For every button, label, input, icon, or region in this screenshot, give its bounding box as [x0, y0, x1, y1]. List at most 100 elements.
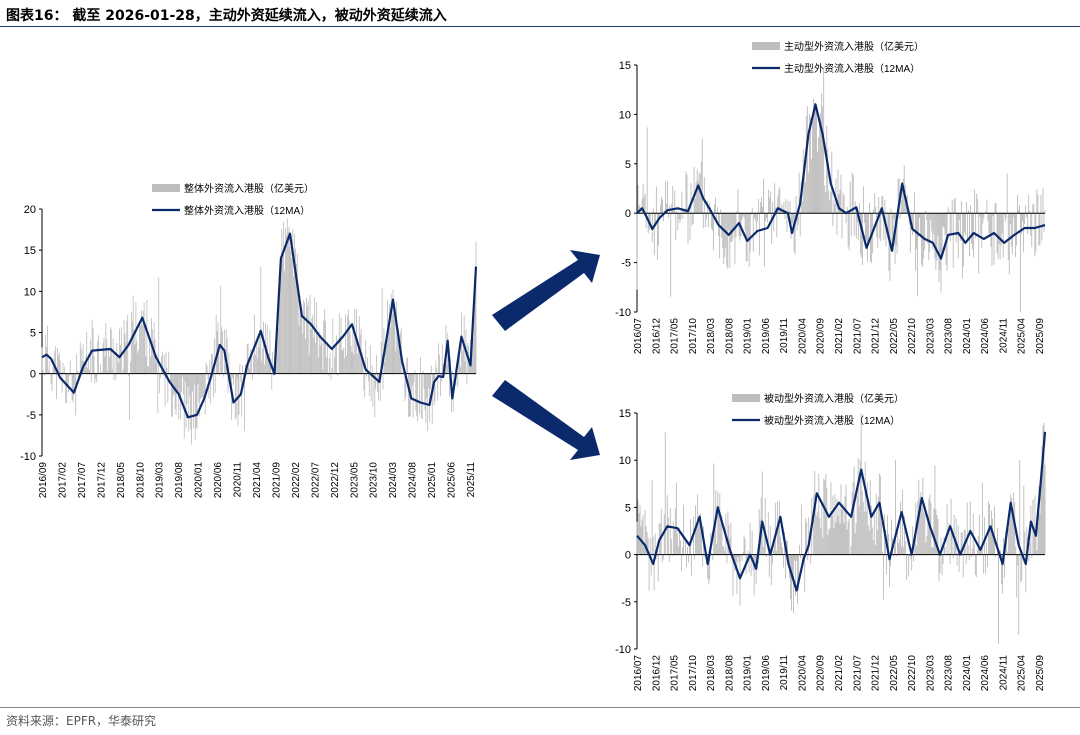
bar	[182, 373, 183, 377]
bar	[934, 213, 936, 259]
bar	[675, 482, 677, 555]
bar	[312, 314, 314, 374]
bar	[792, 554, 793, 579]
bar	[348, 320, 350, 374]
bar	[224, 365, 226, 374]
bar	[70, 373, 72, 376]
bar	[949, 554, 951, 564]
bar	[738, 554, 740, 563]
bar	[185, 373, 187, 429]
bar	[923, 213, 925, 259]
bar	[769, 525, 771, 555]
y-tick-label: 10	[619, 109, 631, 121]
legend-swatch-bar	[752, 42, 780, 50]
bar	[1007, 213, 1009, 261]
bar	[343, 347, 345, 374]
bar	[796, 554, 798, 562]
bar	[739, 554, 741, 606]
bar	[160, 373, 161, 378]
bar	[986, 199, 988, 214]
bar	[239, 363, 241, 374]
x-tick-label: 2022/07	[310, 462, 321, 499]
bar	[744, 538, 746, 555]
bar	[641, 519, 643, 555]
bar	[87, 367, 88, 374]
bar	[945, 554, 947, 556]
bar	[652, 536, 654, 555]
bar	[702, 213, 704, 229]
x-tick-label: 2021/04	[252, 462, 263, 499]
bar	[958, 554, 960, 573]
bar	[813, 494, 815, 555]
bar	[355, 339, 357, 374]
bar	[252, 373, 254, 380]
bar	[794, 213, 796, 255]
bar	[198, 373, 200, 403]
bar	[340, 317, 342, 374]
x-tick-label: 2020/11	[233, 462, 244, 498]
bar	[867, 213, 868, 262]
bar	[827, 534, 829, 555]
bar	[429, 373, 430, 422]
bar	[872, 540, 874, 555]
bar	[237, 373, 239, 427]
bar	[644, 509, 646, 555]
bar	[795, 196, 797, 214]
bar	[838, 194, 840, 214]
bar	[898, 542, 900, 555]
bar	[763, 178, 764, 214]
bar	[924, 213, 926, 250]
bar	[1022, 213, 1024, 222]
bar	[220, 285, 222, 374]
bar	[219, 373, 221, 376]
y-tick-label: -10	[615, 644, 631, 656]
bar	[762, 206, 763, 214]
bar	[804, 554, 806, 592]
x-tick-label: 2020/09	[816, 655, 827, 692]
bar	[269, 329, 271, 374]
bar	[921, 507, 923, 555]
bar	[471, 332, 473, 374]
bar	[791, 213, 793, 224]
bar	[385, 349, 387, 374]
bar	[961, 532, 963, 555]
bar	[846, 529, 848, 555]
bar	[991, 213, 993, 266]
bar	[888, 533, 889, 555]
bar	[205, 362, 207, 374]
bar	[894, 213, 896, 264]
bar	[937, 518, 939, 555]
bar	[963, 529, 965, 555]
bar	[1042, 187, 1044, 214]
bar	[833, 528, 835, 555]
bar	[345, 314, 347, 374]
bar	[294, 233, 295, 374]
bar	[925, 542, 927, 555]
legend: 被动型外资流入港股（亿美元） 被动型外资流入港股（12MA）	[732, 392, 904, 427]
bar	[430, 373, 431, 390]
bar	[339, 336, 341, 374]
bar	[1005, 213, 1007, 219]
bar	[1004, 554, 1006, 578]
bar	[747, 213, 749, 239]
bar	[889, 213, 891, 281]
bar	[264, 364, 265, 374]
x-tick-label: 2024/06	[980, 655, 991, 692]
bar	[214, 373, 216, 394]
bar	[389, 327, 391, 374]
bar	[377, 373, 378, 393]
bar	[842, 192, 844, 214]
bar	[213, 373, 214, 398]
bar	[99, 363, 101, 374]
bar	[881, 196, 883, 214]
bar	[438, 343, 440, 374]
bar	[1044, 210, 1046, 214]
bar	[66, 373, 68, 404]
bar	[764, 498, 766, 555]
bar	[241, 373, 243, 417]
x-tick-label: 2023/05	[349, 462, 360, 499]
bar	[309, 294, 311, 374]
bar	[415, 373, 417, 411]
bar	[879, 213, 881, 240]
bar	[881, 551, 883, 555]
